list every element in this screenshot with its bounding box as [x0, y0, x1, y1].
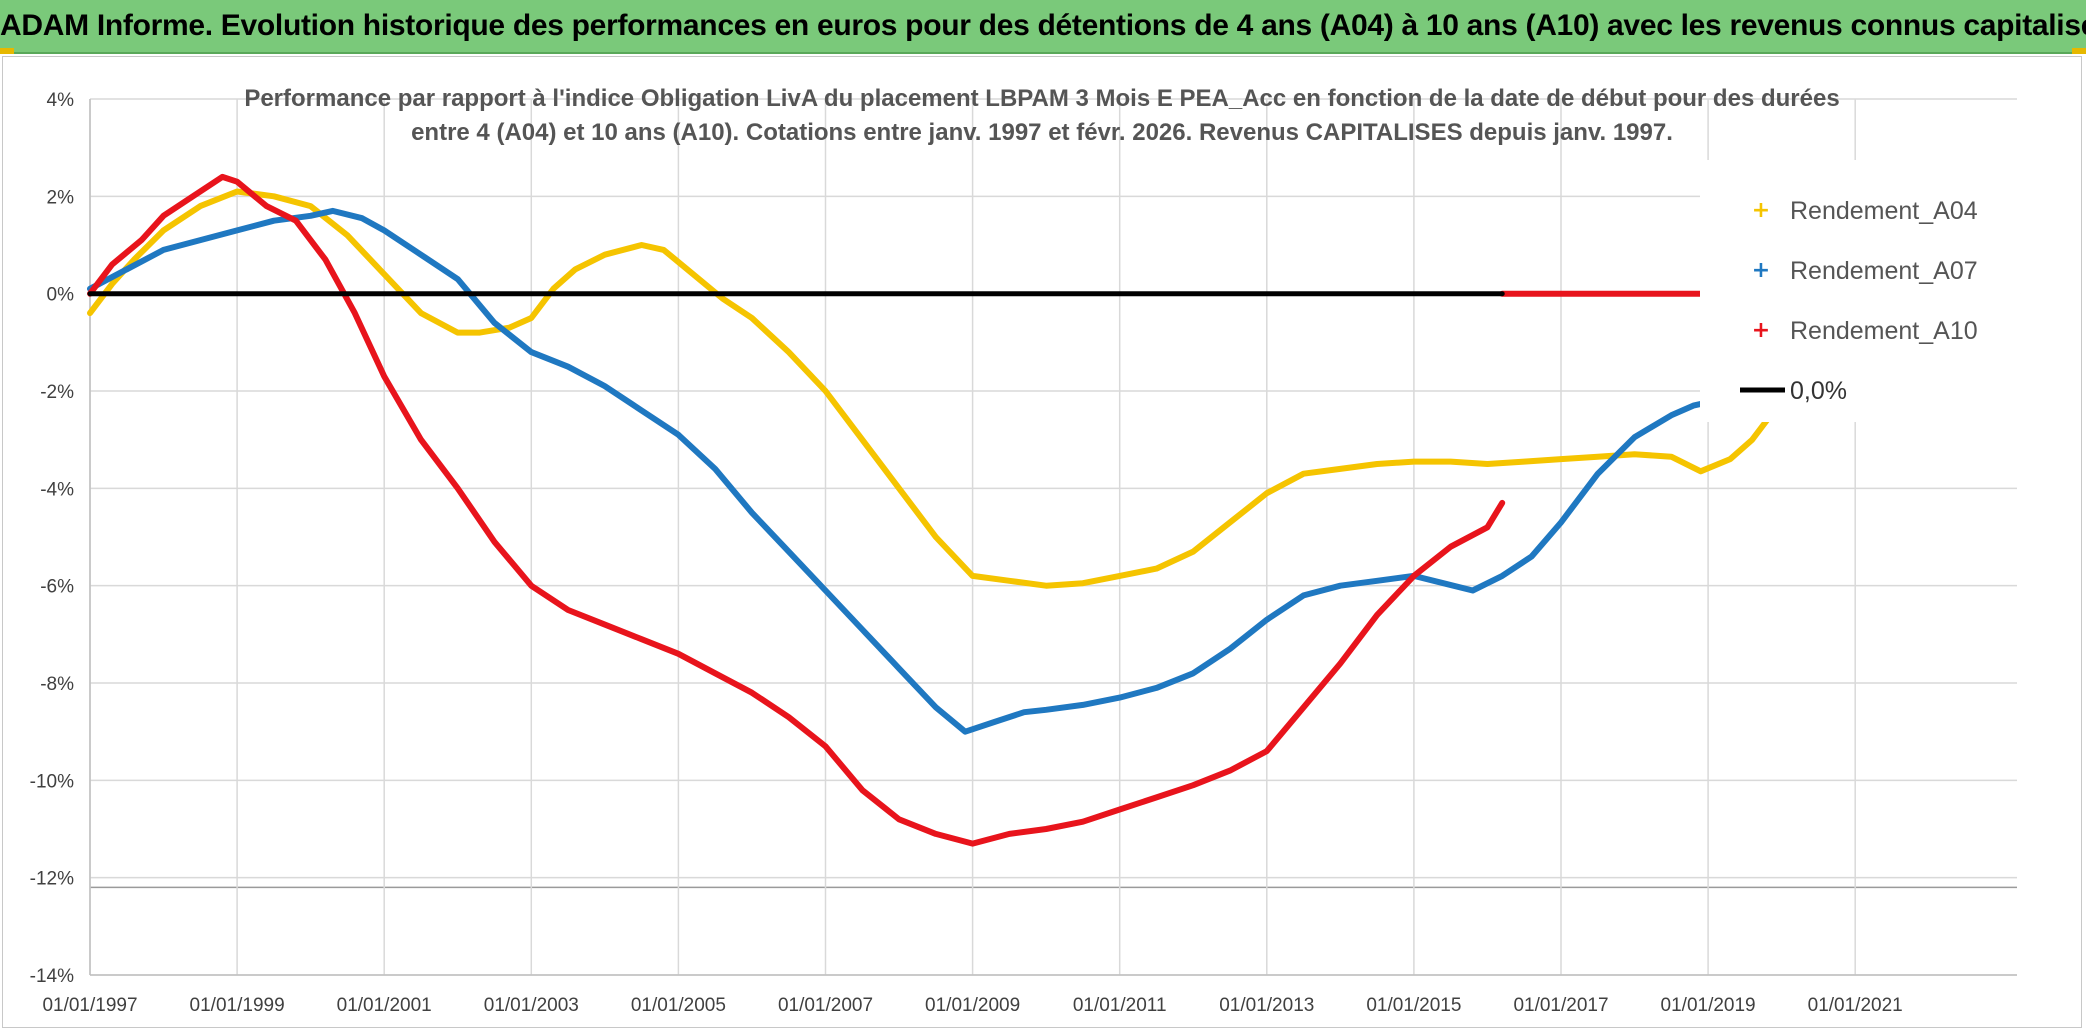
x-tick-label: 01/01/2005 [631, 995, 726, 1016]
banner-title: ADAM Informe. Evolution historique des p… [0, 9, 2086, 42]
legend-box [1700, 160, 2020, 422]
x-tick-label: 01/01/2001 [337, 995, 432, 1016]
x-tick-label: 01/01/2003 [484, 995, 579, 1016]
legend-label: 0,0% [1790, 377, 1847, 405]
y-tick-label: -2% [40, 382, 74, 403]
x-tick-label: 01/01/2009 [925, 995, 1020, 1016]
y-tick-label: -12% [30, 869, 74, 890]
y-tick-label: -4% [40, 479, 74, 500]
series [87, 173, 2020, 847]
x-tick-label: 01/01/2013 [1219, 995, 1314, 1016]
legend-marker: + [1752, 318, 1770, 343]
y-tick-label: 2% [47, 187, 75, 208]
banner-accent-right [2072, 48, 2086, 54]
chart-title-line: Performance par rapport à l'indice Oblig… [244, 85, 1839, 112]
banner-accent-left [0, 48, 14, 54]
x-tick-label: 01/01/2007 [778, 995, 873, 1016]
y-tick-label: -10% [30, 771, 74, 792]
legend-marker: + [1752, 258, 1770, 283]
legend-label: Rendement_A10 [1790, 317, 1978, 345]
series-line-rendement-a04 [87, 188, 1778, 589]
legend-marker: + [1752, 198, 1770, 223]
y-tick-label: 4% [47, 90, 75, 111]
chart-title: Performance par rapport à l'indice Oblig… [244, 85, 1839, 146]
banner: ADAM Informe. Evolution historique des p… [0, 0, 2086, 54]
axes: 4% 2% 0% -2% -4% -6% -8% -10% -12% -14% 01/01/1997… [30, 90, 2017, 1016]
chart-frame [2, 56, 2082, 1028]
legend-label: Rendement_A07 [1790, 257, 1978, 285]
legend-label: Rendement_A04 [1790, 197, 1978, 225]
y-tick-label: -8% [40, 674, 74, 695]
chart-title-line: entre 4 (A04) et 10 ans (A10). Cotations… [411, 119, 1673, 146]
series-line-rendement-a10 [87, 173, 1506, 847]
x-tick-label: 01/01/1999 [190, 995, 285, 1016]
series-line-rendement-a07 [87, 207, 1719, 735]
y-tick-label: -14% [30, 966, 74, 987]
x-tick-label: 01/01/2015 [1366, 995, 1461, 1016]
x-tick-label: 01/01/1997 [42, 995, 137, 1016]
x-tick-label: 01/01/2019 [1661, 995, 1756, 1016]
x-tick-label: 01/01/2021 [1808, 995, 1903, 1016]
x-tick-label: 01/01/2017 [1513, 995, 1608, 1016]
legend: + Rendement_A04 + Rendement_A07 + Rendement_A… [1700, 160, 2020, 422]
x-tick-label: 01/01/2011 [1073, 995, 1167, 1016]
y-tick-label: 0% [47, 285, 75, 306]
y-tick-label: -6% [40, 577, 74, 598]
